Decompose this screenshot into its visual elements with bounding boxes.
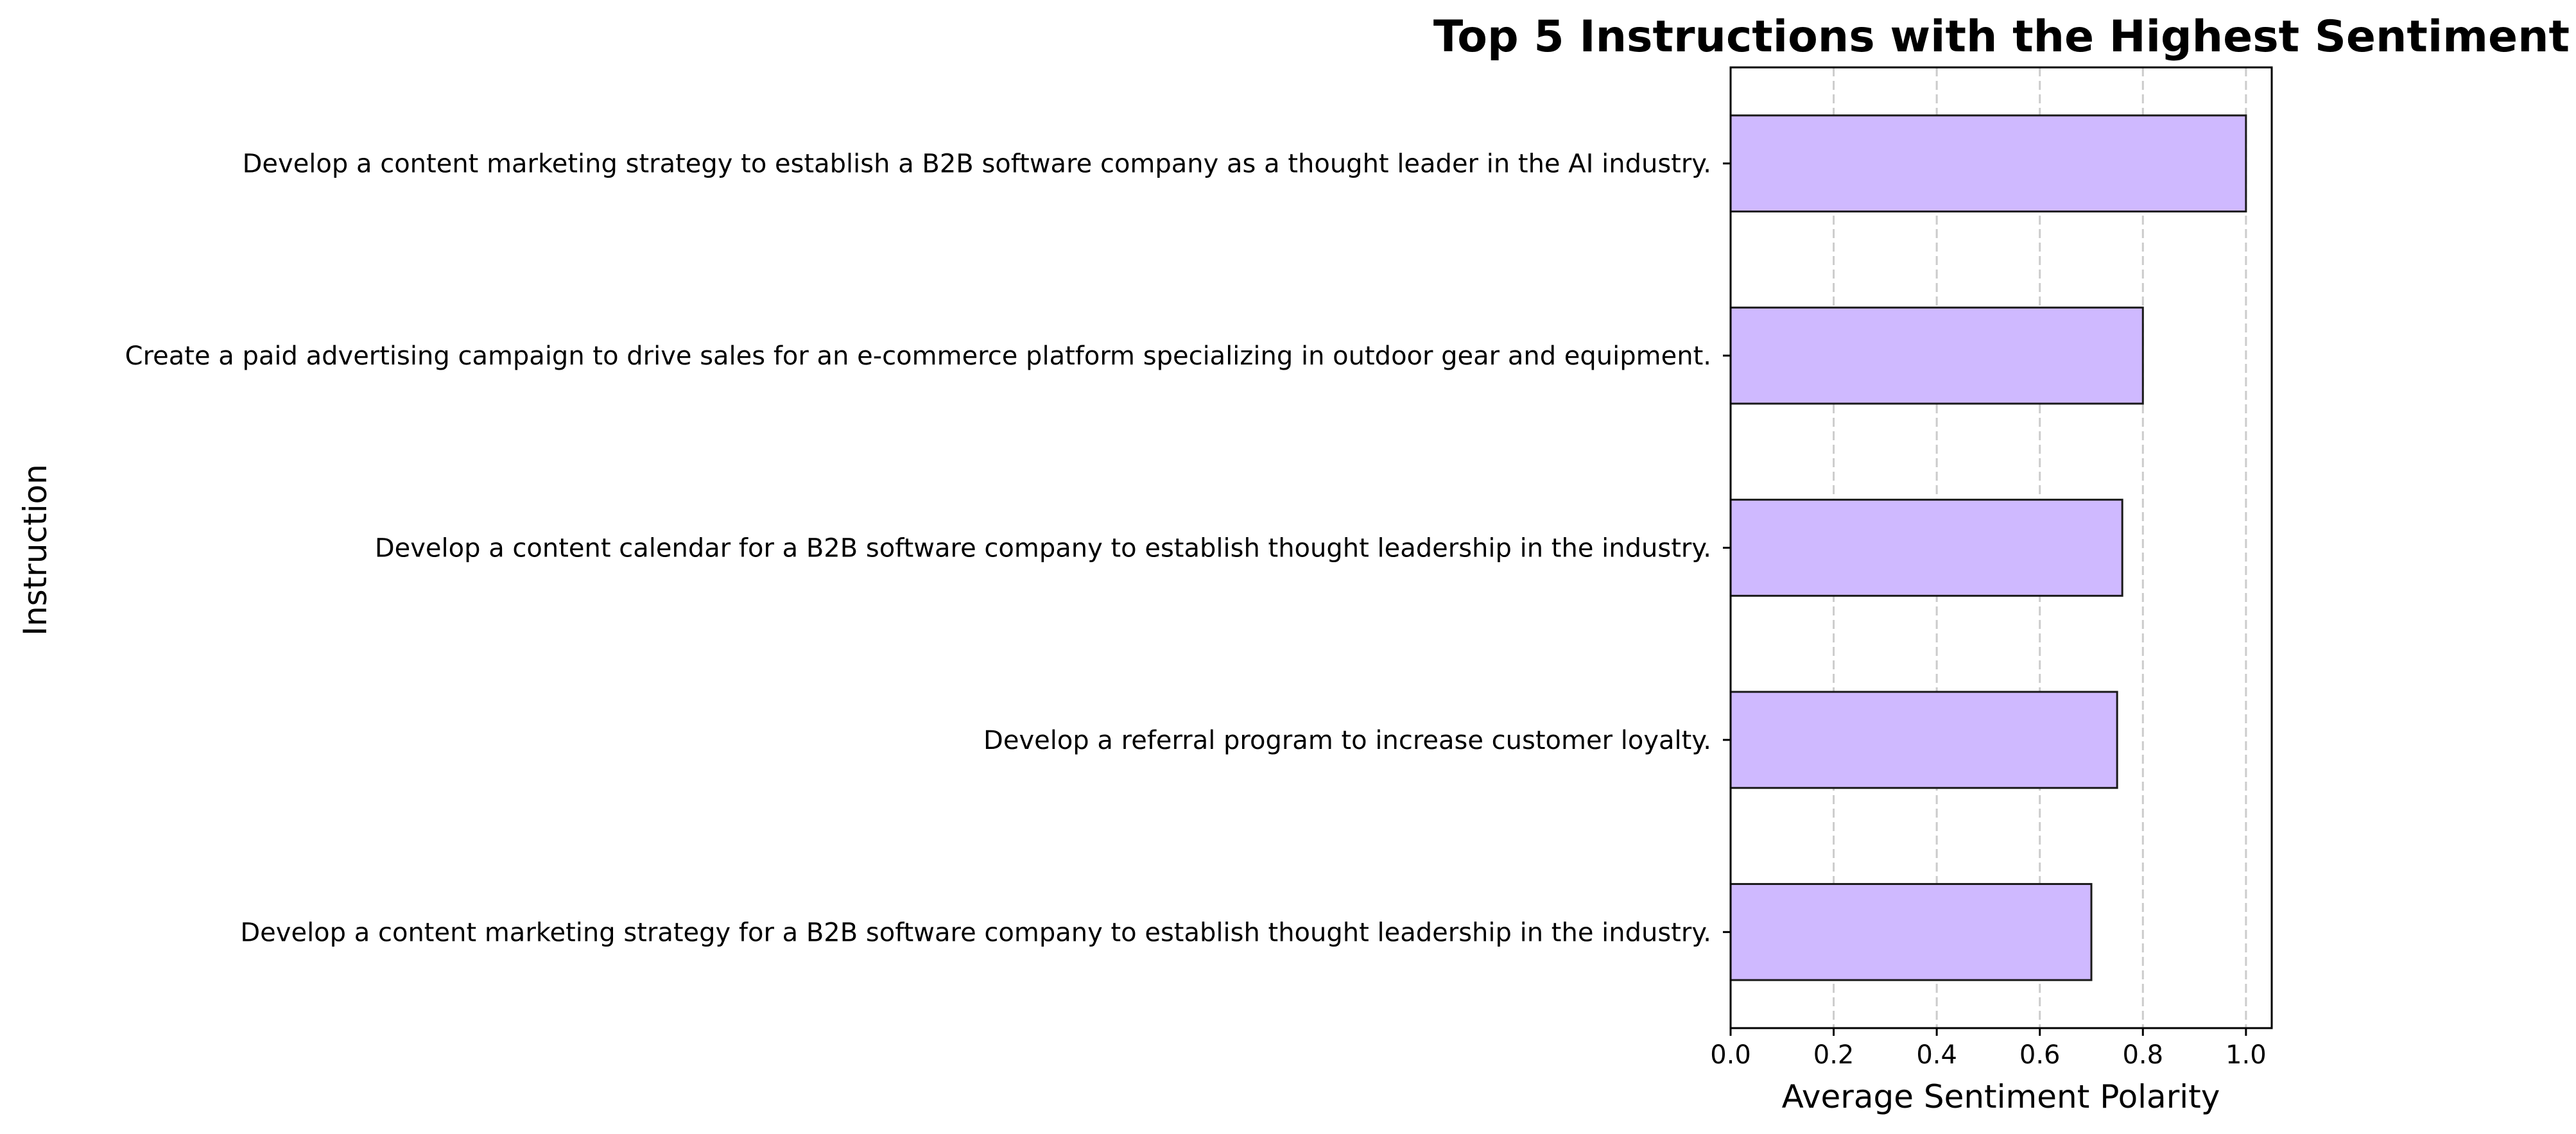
bars [1729,114,2247,981]
y-tick-label: Develop a content marketing strategy to … [243,150,1711,179]
y-tick-labels: Develop a content marketing strategy to … [125,150,1731,947]
x-tick-label: 0.2 [1813,1040,1854,1070]
bar [1729,499,2123,597]
bar [1729,691,2118,789]
x-tick-labels: 0.0 0.2 0.4 0.6 0.8 1.0 [1710,1028,2267,1070]
y-tick-label: Develop a content calendar for a B2B sof… [375,534,1711,563]
bar [1729,882,2093,981]
x-tick-label: 0.6 [2019,1040,2061,1070]
x-tick-label: 0.4 [1916,1040,1957,1070]
x-axis-label: Average Sentiment Polarity [1782,1078,2220,1115]
y-tick-label: Develop a content marketing strategy for… [240,918,1711,947]
chart-title: Top 5 Instructions with the Highest Sent… [1433,12,2570,62]
y-tick-label: Create a paid advertising campaign to dr… [125,341,1711,371]
x-tick-label: 1.0 [2226,1040,2267,1070]
x-tick-label: 0.8 [2122,1040,2163,1070]
y-tick-label: Develop a referral program to increase c… [983,726,1711,755]
bar [1729,114,2247,213]
y-axis-label: Instruction [17,464,54,636]
bar [1729,306,2144,405]
x-tick-label: 0.0 [1710,1040,1751,1070]
